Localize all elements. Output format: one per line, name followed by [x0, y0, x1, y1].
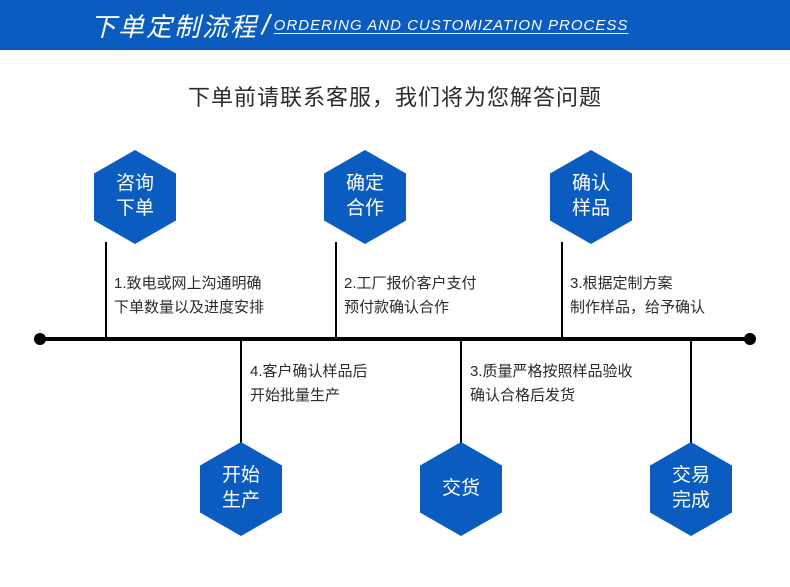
- step-hex-production: 开始生产: [200, 442, 282, 536]
- header-title-cn: 下单定制流程: [90, 7, 258, 44]
- step-hex-confirm-cooperate: 确定合作: [324, 150, 406, 244]
- process-canvas: 咨询下单 1.致电或网上沟通明确下单数量以及进度安排 确定合作 2.工厂报价客户…: [0, 122, 790, 582]
- connector: [105, 242, 107, 337]
- subtitle: 下单前请联系客服，我们将为您解答问题: [0, 80, 790, 112]
- step-desc-1: 1.致电或网上沟通明确下单数量以及进度安排: [114, 272, 264, 320]
- hex-label: 交货: [442, 477, 480, 502]
- header-bar: 下单定制流程 / ORDERING AND CUSTOMIZATION PROC…: [0, 0, 790, 50]
- hex-label: 交易完成: [672, 464, 710, 513]
- step-desc-4: 4.客户确认样品后开始批量生产: [250, 360, 368, 408]
- step-desc-3: 3.根据定制方案制作样品，给予确认: [570, 272, 705, 320]
- hex-label: 开始生产: [222, 464, 260, 513]
- connector: [240, 339, 242, 447]
- connector: [460, 339, 462, 447]
- hex-label: 确认样品: [572, 172, 610, 221]
- step-hex-consult: 咨询下单: [94, 150, 176, 244]
- hex-label: 咨询下单: [116, 172, 154, 221]
- step-hex-confirm-sample: 确认样品: [550, 150, 632, 244]
- step-hex-complete: 交易完成: [650, 442, 732, 536]
- header-title-en: ORDERING AND CUSTOMIZATION PROCESS: [274, 17, 629, 34]
- connector: [561, 242, 563, 337]
- step-desc-2: 2.工厂报价客户支付预付款确认合作: [344, 272, 477, 320]
- timeline: [38, 337, 752, 341]
- hex-label: 确定合作: [346, 172, 384, 221]
- step-hex-delivery: 交货: [420, 442, 502, 536]
- header-slash: /: [262, 9, 270, 41]
- step-desc-5: 3.质量严格按照样品验收确认合格后发货: [470, 360, 633, 408]
- connector: [690, 339, 692, 447]
- connector: [335, 242, 337, 337]
